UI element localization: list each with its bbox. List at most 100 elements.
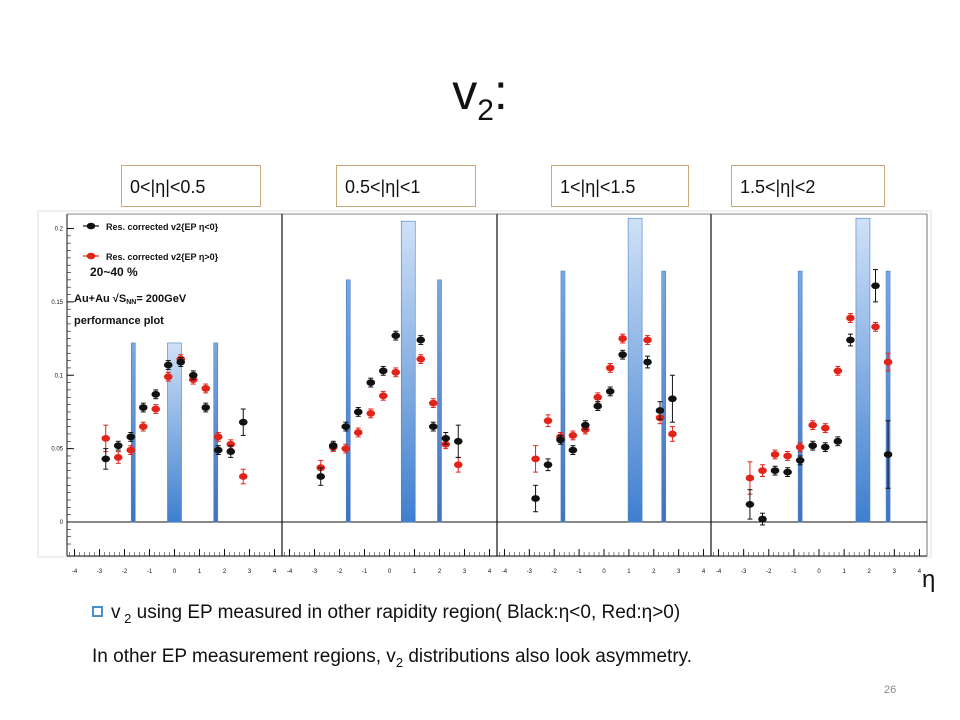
red-series-point bbox=[428, 399, 438, 407]
x-tick-label: 4 bbox=[702, 569, 706, 575]
red-series-point bbox=[201, 385, 211, 392]
black-series-point bbox=[531, 495, 540, 502]
x-tick-label: 0 bbox=[388, 569, 392, 575]
red-series-point bbox=[416, 355, 426, 363]
x-tick-label: 1 bbox=[842, 569, 846, 575]
black-series-legend-marker bbox=[86, 222, 96, 230]
x-tick-label: -4 bbox=[502, 569, 508, 575]
x-tick-label: 0 bbox=[173, 569, 177, 575]
summary-line: In other EP measurement regions, v2 dist… bbox=[92, 646, 693, 670]
x-tick-label: -1 bbox=[147, 569, 153, 575]
black-series-point bbox=[820, 443, 830, 451]
red-series-point bbox=[605, 364, 615, 372]
red-series-point bbox=[820, 424, 830, 432]
black-series-point bbox=[341, 423, 351, 431]
black-series-point bbox=[883, 451, 893, 458]
black-series-point bbox=[378, 367, 388, 375]
red-series-point bbox=[101, 434, 111, 442]
ep-region-band bbox=[855, 217, 871, 523]
range-label-1: 0<|η|<0.5 bbox=[121, 165, 261, 207]
black-series-point bbox=[213, 446, 223, 454]
x-tick-label: 2 bbox=[868, 569, 872, 575]
x-tick-label: -1 bbox=[791, 569, 797, 575]
black-series-point bbox=[176, 358, 186, 366]
black-series-point bbox=[543, 461, 553, 469]
black-series-point bbox=[188, 371, 198, 379]
x-tick-label: -4 bbox=[716, 569, 722, 575]
x-tick-label: 4 bbox=[918, 569, 922, 575]
x-tick-label: 2 bbox=[652, 569, 656, 575]
black-series-point bbox=[201, 404, 211, 411]
red-series-point bbox=[151, 405, 161, 413]
red-series-point bbox=[668, 430, 677, 438]
black-series-point bbox=[846, 336, 855, 344]
x-tick-label: -2 bbox=[552, 569, 558, 575]
x-tick-label: 1 bbox=[413, 569, 417, 575]
black-series-point bbox=[745, 500, 755, 508]
x-tick-label: 3 bbox=[677, 569, 681, 575]
red-series-point bbox=[593, 393, 603, 401]
black-series-point bbox=[391, 332, 401, 340]
black-series-point bbox=[328, 442, 338, 450]
x-tick-label: -3 bbox=[97, 569, 103, 575]
black-series-point bbox=[101, 455, 111, 463]
black-series-point bbox=[655, 407, 665, 414]
red-series-point bbox=[846, 314, 855, 322]
performance-plot-label: performance plot bbox=[74, 315, 164, 327]
y-tick-label: 0.15 bbox=[51, 300, 63, 306]
x-tick-label: 0 bbox=[602, 569, 606, 575]
black-series-point bbox=[556, 436, 565, 444]
legend-entry-red: Res. corrected v2{EP η>0} bbox=[106, 252, 219, 262]
black-series-point bbox=[770, 467, 780, 475]
x-tick-label: 3 bbox=[248, 569, 252, 575]
x-tick-label: 1 bbox=[198, 569, 202, 575]
black-series-point bbox=[126, 433, 136, 441]
black-series-point bbox=[366, 379, 376, 386]
x-tick-label: 2 bbox=[438, 569, 442, 575]
red-series-point bbox=[883, 358, 893, 366]
red-series-point bbox=[341, 445, 351, 453]
x-tick-label: 2 bbox=[223, 569, 227, 575]
red-series-point bbox=[453, 461, 463, 469]
ep-gap-band bbox=[437, 279, 442, 523]
x-tick-label: -2 bbox=[766, 569, 772, 575]
x-tick-label: 4 bbox=[488, 569, 492, 575]
y-tick-label: 0 bbox=[60, 520, 64, 526]
ep-gap-band bbox=[797, 270, 803, 523]
black-series-point bbox=[238, 418, 248, 426]
slide-title: v2: bbox=[452, 64, 508, 127]
red-series-point bbox=[543, 417, 553, 425]
black-series-point bbox=[113, 442, 123, 450]
ep-region-band bbox=[627, 217, 643, 523]
x-tick-label: 3 bbox=[893, 569, 897, 575]
ep-gap-band bbox=[661, 270, 667, 523]
black-series-point bbox=[593, 402, 603, 410]
ep-region-band bbox=[400, 220, 416, 523]
black-series-point bbox=[808, 442, 818, 450]
x-tick-label: -4 bbox=[72, 569, 78, 575]
red-series-point bbox=[808, 421, 818, 429]
red-series-point bbox=[238, 473, 248, 480]
x-tick-label: -1 bbox=[362, 569, 368, 575]
eta-axis-label: η bbox=[922, 566, 936, 593]
x-tick-label: -2 bbox=[337, 569, 343, 575]
black-series-point bbox=[428, 423, 438, 431]
black-series-point bbox=[226, 448, 236, 455]
black-series-point bbox=[643, 358, 652, 366]
black-series-point bbox=[163, 361, 173, 369]
black-series-point bbox=[758, 515, 767, 523]
black-series-point bbox=[833, 437, 843, 445]
black-series-point bbox=[795, 456, 805, 464]
x-tick-label: -2 bbox=[122, 569, 128, 575]
black-series-point bbox=[605, 387, 615, 395]
ep-gap-band bbox=[885, 270, 891, 523]
black-series-point bbox=[138, 404, 148, 411]
plot-frame bbox=[37, 210, 932, 558]
x-tick-label: 1 bbox=[627, 569, 631, 575]
slide-number: 26 bbox=[884, 684, 897, 696]
x-tick-label: -3 bbox=[741, 569, 747, 575]
ep-gap-band bbox=[345, 279, 351, 523]
black-series-point bbox=[453, 437, 463, 445]
red-series-point bbox=[366, 410, 376, 417]
black-series-point bbox=[416, 336, 426, 344]
